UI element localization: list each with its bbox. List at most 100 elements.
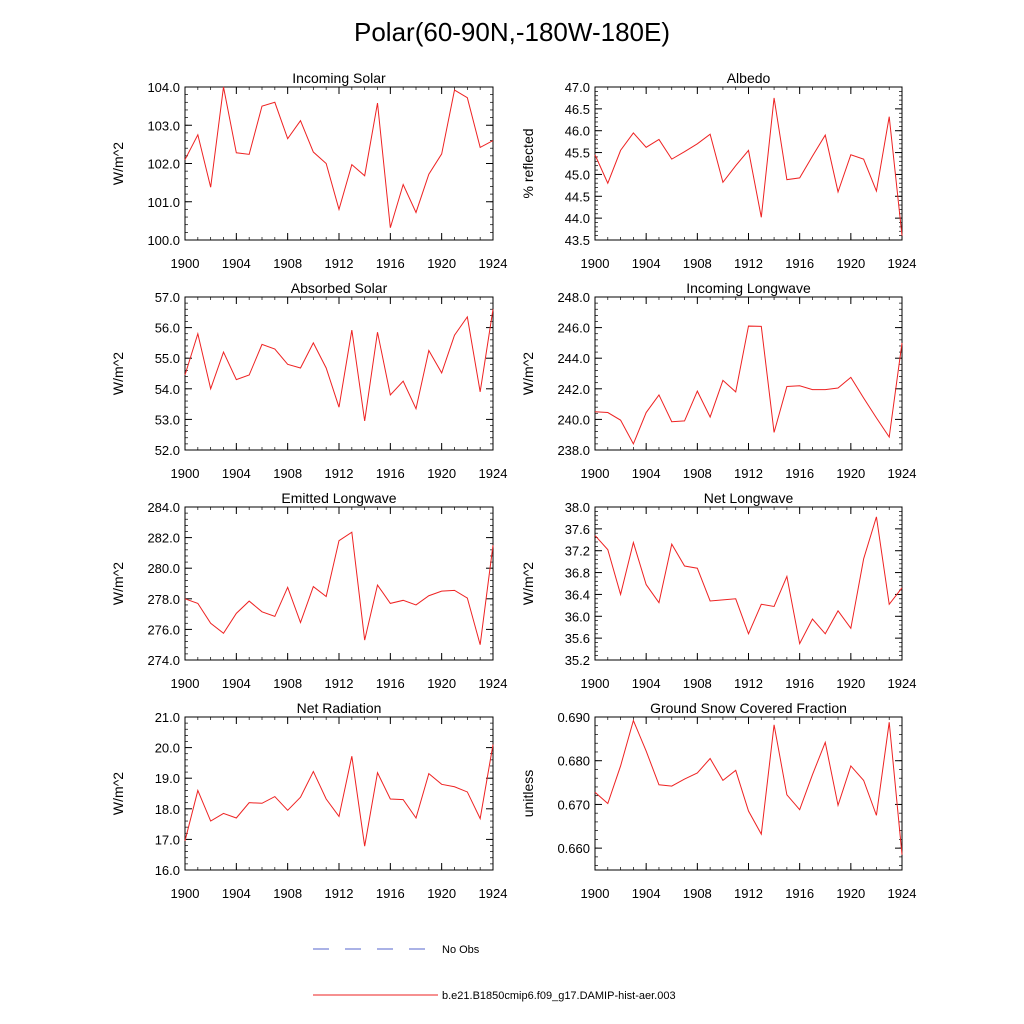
x-tick-label: 1912	[734, 676, 763, 691]
y-axis-label: % reflected	[520, 128, 536, 198]
y-tick-label: 0.690	[557, 710, 590, 725]
y-tick-label: 35.6	[565, 631, 590, 646]
x-tick-label: 1904	[632, 676, 661, 691]
y-tick-label: 20.0	[155, 741, 180, 756]
x-tick-label: 1912	[325, 466, 354, 481]
y-tick-label: 17.0	[155, 832, 180, 847]
y-tick-label: 52.0	[155, 443, 180, 458]
x-tick-label: 1904	[222, 676, 251, 691]
y-tick-label: 248.0	[557, 290, 590, 305]
chart-panel: Net Radiation W/m^2 1900 1904 1908 1912 1916 19…	[110, 700, 507, 901]
plot-frame	[594, 506, 903, 661]
chart-panel: Incoming Solar W/m^2 1900 1904 1908 1912 1916 1…	[110, 70, 507, 271]
x-tick-label: 1904	[222, 256, 251, 271]
x-tick-label: 1924	[479, 886, 508, 901]
chart-title: Albedo	[727, 70, 771, 86]
y-tick-label: 47.0	[565, 80, 590, 95]
x-tick-label: 1924	[479, 466, 508, 481]
y-tick-label: 36.0	[565, 609, 590, 624]
y-tick-label: 0.670	[557, 797, 590, 812]
series-line	[184, 86, 494, 228]
y-tick-label: 35.2	[565, 653, 590, 668]
y-tick-label: 44.0	[565, 211, 590, 226]
page-title: Polar(60-90N,-180W-180E)	[354, 17, 670, 47]
plot-frame	[594, 296, 903, 451]
chart-panel: Net Longwave W/m^2 1900 1904 1908 1912 1916 192…	[520, 490, 916, 691]
series-line	[594, 718, 903, 855]
x-tick-label: 1900	[171, 256, 200, 271]
x-tick-label: 1920	[836, 676, 865, 691]
chart-title: Net Radiation	[297, 700, 382, 716]
x-tick-label: 1908	[683, 256, 712, 271]
y-tick-label: 45.0	[565, 167, 590, 182]
x-tick-label: 1916	[785, 886, 814, 901]
y-tick-label: 18.0	[155, 802, 180, 817]
plot-frame	[184, 296, 494, 451]
y-tick-label: 284.0	[147, 500, 180, 515]
x-tick-label: 1900	[581, 466, 610, 481]
x-tick-label: 1908	[683, 676, 712, 691]
y-tick-label: 102.0	[147, 157, 180, 172]
series-line	[594, 97, 903, 236]
x-tick-label: 1900	[171, 466, 200, 481]
x-tick-label: 1904	[222, 466, 251, 481]
x-tick-label: 1924	[479, 256, 508, 271]
legend-obs-label: No Obs	[442, 944, 480, 956]
x-tick-label: 1912	[325, 676, 354, 691]
series-line	[184, 309, 494, 422]
series-line	[184, 744, 494, 847]
x-tick-label: 1916	[785, 466, 814, 481]
y-tick-label: 55.0	[155, 351, 180, 366]
y-axis-label: W/m^2	[520, 562, 536, 605]
x-tick-label: 1916	[376, 676, 405, 691]
plot-frame	[184, 716, 494, 871]
chart-panel: Emitted Longwave W/m^2 1900 1904 1908 1912 191…	[110, 490, 507, 691]
y-tick-label: 46.0	[565, 124, 590, 139]
chart-panel: Albedo % reflected 1900 1904 1908 1912 1916 192…	[520, 70, 916, 271]
x-tick-label: 1924	[888, 256, 917, 271]
x-tick-label: 1908	[273, 256, 302, 271]
y-tick-label: 282.0	[147, 531, 180, 546]
series-line	[594, 516, 903, 646]
chart-title: Net Longwave	[704, 490, 794, 506]
y-tick-label: 16.0	[155, 863, 180, 878]
chart-panel: Ground Snow Covered Fraction unitless 1900…	[520, 700, 916, 901]
y-tick-label: 276.0	[147, 622, 180, 637]
y-axis-label: W/m^2	[110, 352, 126, 395]
chart-panel: Incoming Longwave W/m^2 1900 1904 1908 1912 19…	[520, 280, 916, 481]
y-tick-label: 46.5	[565, 102, 590, 117]
legend-model-label: b.e21.B1850cmip6.f09_g17.DAMIP-hist-aer.…	[442, 990, 676, 1002]
x-tick-label: 1920	[836, 256, 865, 271]
x-tick-label: 1912	[325, 886, 354, 901]
x-tick-label: 1908	[683, 466, 712, 481]
y-tick-label: 56.0	[155, 321, 180, 336]
y-axis-label: W/m^2	[110, 772, 126, 815]
y-tick-label: 103.0	[147, 118, 180, 133]
y-tick-label: 37.6	[565, 522, 590, 537]
plot-frame	[184, 506, 494, 661]
y-axis-label: W/m^2	[110, 562, 126, 605]
plot-frame	[594, 86, 903, 241]
y-tick-label: 38.0	[565, 500, 590, 515]
x-tick-label: 1900	[171, 886, 200, 901]
x-tick-label: 1908	[683, 886, 712, 901]
y-tick-label: 53.0	[155, 412, 180, 427]
y-tick-label: 45.5	[565, 146, 590, 161]
x-tick-label: 1900	[171, 676, 200, 691]
chart-title: Emitted Longwave	[281, 490, 396, 506]
y-axis-label: unitless	[520, 770, 536, 817]
y-tick-label: 36.4	[565, 587, 590, 602]
y-tick-label: 100.0	[147, 233, 180, 248]
x-tick-label: 1916	[376, 466, 405, 481]
y-tick-label: 57.0	[155, 290, 180, 305]
y-tick-label: 19.0	[155, 771, 180, 786]
y-tick-label: 37.2	[565, 544, 590, 559]
y-tick-label: 240.0	[557, 412, 590, 427]
x-tick-label: 1904	[632, 256, 661, 271]
x-tick-label: 1904	[222, 886, 251, 901]
series-line	[594, 325, 903, 446]
x-tick-label: 1900	[581, 676, 610, 691]
chart-panel: Absorbed Solar W/m^2 1900 1904 1908 1912 1916 1…	[110, 280, 507, 481]
legend: No Obs b.e21.B1850cmip6.f09_g17.DAMIP-hi…	[313, 944, 676, 1002]
x-tick-label: 1912	[325, 256, 354, 271]
